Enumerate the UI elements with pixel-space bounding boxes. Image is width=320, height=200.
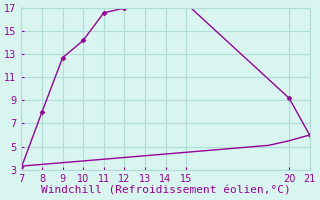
X-axis label: Windchill (Refroidissement éolien,°C): Windchill (Refroidissement éolien,°C) xyxy=(41,186,290,196)
